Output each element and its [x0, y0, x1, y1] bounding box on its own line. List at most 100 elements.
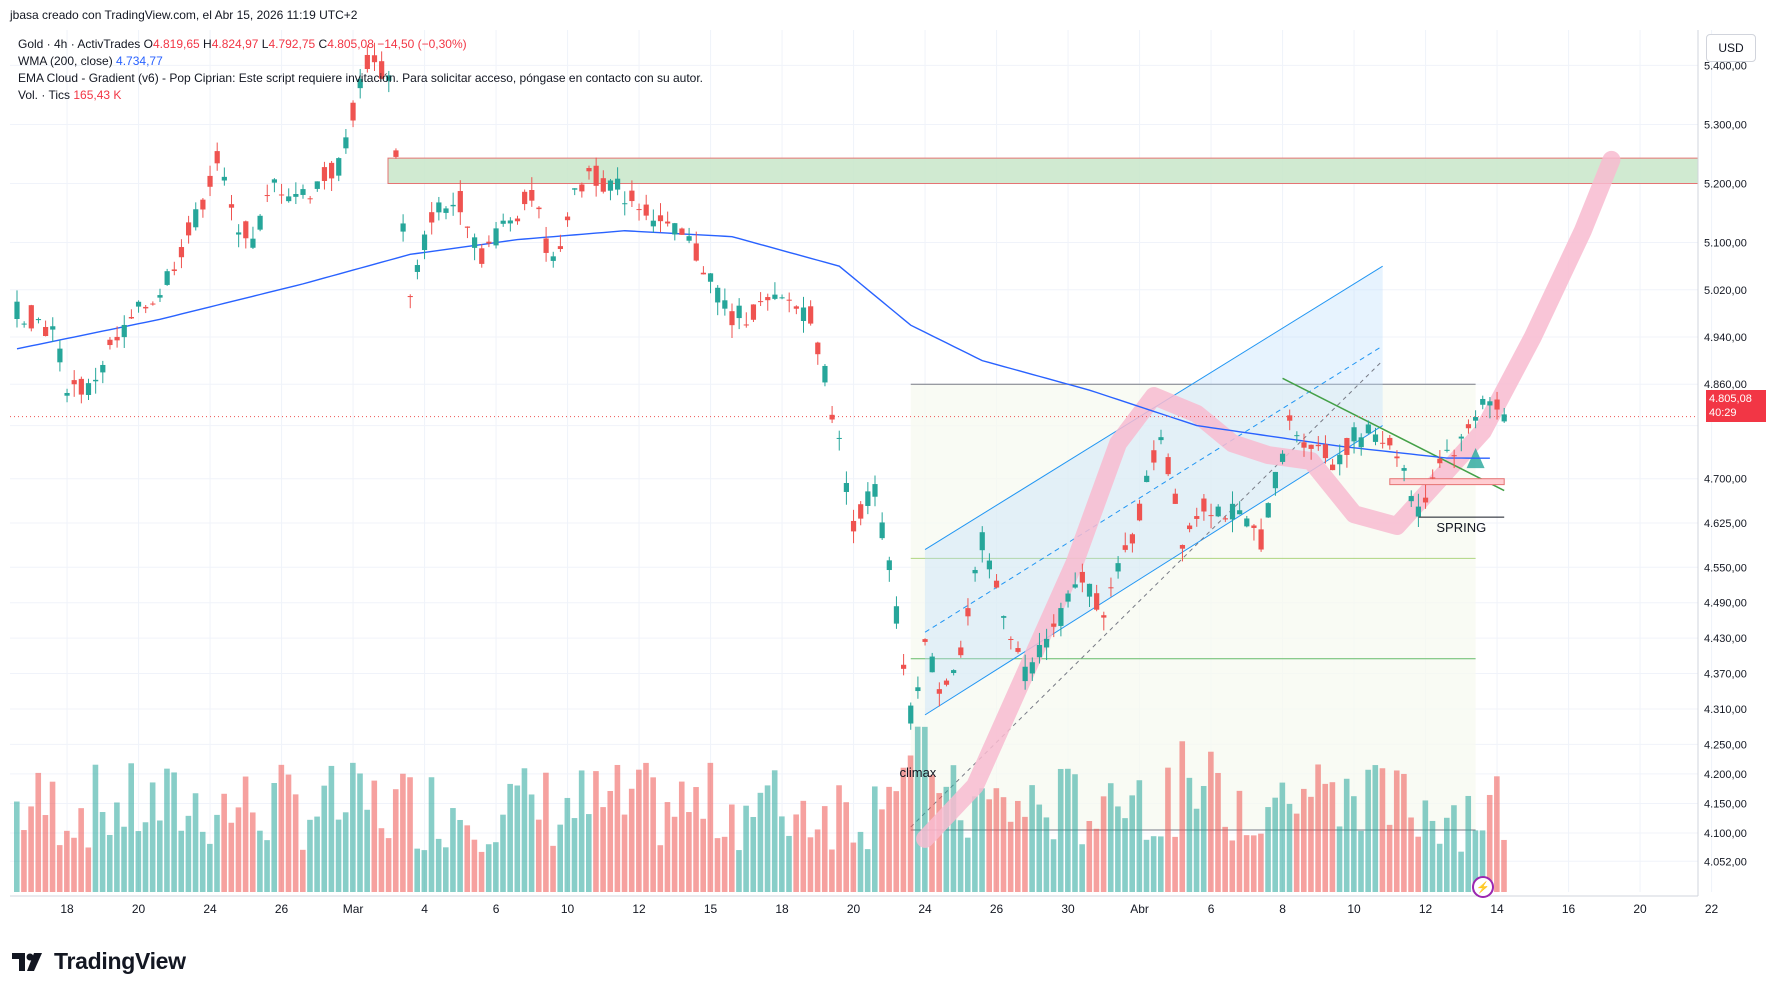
volume-bar — [464, 825, 471, 892]
candle-body — [1430, 477, 1436, 479]
volume-label: Vol. · Tics — [18, 88, 71, 102]
volume-bar — [1022, 816, 1028, 892]
candle-body — [1151, 450, 1157, 463]
volume-bar — [528, 794, 535, 892]
candle-body — [472, 237, 478, 248]
volume-bar — [1258, 833, 1264, 892]
volume-bar — [292, 794, 299, 892]
candle-body — [1365, 424, 1371, 434]
time-tick-label: 6 — [493, 902, 500, 916]
candle-body — [164, 271, 170, 285]
volume-bar — [700, 818, 706, 892]
volume-bar — [1229, 840, 1236, 892]
candle-body — [407, 296, 413, 298]
volume-bar — [106, 834, 113, 892]
time-tick-label: 10 — [561, 902, 575, 916]
volume-bar — [185, 815, 192, 892]
candle-body — [357, 78, 363, 89]
chart-axes: 5.400,00 5.300,00 5.200,00 5.100,00 5.020,00… — [10, 30, 1747, 916]
volume-bar — [371, 780, 378, 892]
volume-bar — [686, 812, 692, 892]
candle-body — [1437, 458, 1443, 464]
volume-bar — [922, 726, 928, 892]
candle-body — [379, 61, 385, 79]
candle-body — [893, 606, 900, 624]
volume-bar — [1479, 830, 1486, 892]
candle-body — [579, 184, 585, 192]
candle-body — [1444, 449, 1450, 451]
price-tick-label: 5.300,00 — [1704, 119, 1747, 131]
volume-bar — [435, 838, 442, 892]
time-tick-label: 26 — [275, 902, 289, 916]
candle-body — [1194, 516, 1200, 519]
legend-symbol-row[interactable]: Gold · 4h · ActivTrades O4.819,65 H4.824… — [18, 36, 703, 53]
candle-body — [135, 301, 142, 307]
candle-body — [1380, 442, 1386, 444]
volume-bar — [843, 802, 849, 892]
candle-body — [1322, 444, 1329, 459]
candle-body — [1029, 662, 1035, 674]
legend-volume-row[interactable]: Vol. · Tics 165,43 K — [18, 87, 703, 104]
volume-bar — [1351, 796, 1357, 892]
candle-body — [429, 212, 435, 223]
volume-bar — [821, 806, 828, 892]
candle-body — [1294, 435, 1300, 437]
volume-bar — [1172, 836, 1178, 892]
candle-body — [1415, 506, 1421, 517]
volume-bar — [1494, 776, 1500, 892]
price-tick-label: 5.020,00 — [1704, 285, 1747, 297]
volume-bar — [1100, 796, 1107, 892]
legend-wma-row[interactable]: WMA (200, close) 4.734,77 — [18, 53, 703, 70]
volume-bar — [1079, 844, 1085, 892]
candle-body — [200, 199, 206, 210]
candle-body — [1315, 444, 1321, 447]
volume-bar — [1129, 795, 1135, 892]
time-tick-label: 10 — [1347, 902, 1361, 916]
volume-bar — [1401, 773, 1407, 892]
price-tick-label: 5.100,00 — [1704, 238, 1747, 250]
time-tick-label: 24 — [203, 902, 217, 916]
candle-body — [107, 339, 113, 346]
candle-body — [178, 247, 185, 258]
candle-body — [715, 287, 721, 303]
candle-body — [1129, 534, 1135, 544]
volume-bar — [414, 848, 420, 892]
current-price-value: 4.805,08 — [1709, 393, 1752, 405]
candle-body — [436, 202, 442, 213]
candle-body — [1036, 644, 1043, 658]
legend-ema-cloud-row[interactable]: EMA Cloud - Gradient (v6) - Pop Ciprian:… — [18, 70, 703, 87]
candle-body — [850, 520, 857, 532]
candle-body — [1372, 434, 1379, 442]
candle-body — [929, 656, 935, 673]
volume-bar — [1408, 817, 1414, 892]
candle-body — [665, 221, 671, 224]
currency-button[interactable]: USD — [1706, 34, 1756, 62]
volume-bar — [421, 850, 428, 892]
volume-bar — [350, 762, 356, 892]
candle-body — [843, 483, 849, 492]
time-tick-label: 12 — [632, 902, 646, 916]
alert-bolt-icon[interactable]: ⚡ — [1472, 876, 1494, 898]
volume-bar — [85, 847, 92, 892]
candle-body — [500, 220, 506, 224]
price-tick-label: 4.100,00 — [1704, 828, 1747, 840]
candle-body — [1494, 399, 1500, 410]
volume-bar — [578, 770, 585, 892]
candle-body — [793, 306, 799, 309]
time-tick-label: 18 — [775, 902, 789, 916]
time-tick-label: 24 — [918, 902, 932, 916]
high-label: H — [203, 37, 212, 51]
volume-bar — [764, 785, 771, 892]
volume-bar — [750, 816, 757, 892]
volume-bars — [14, 726, 1507, 892]
volume-bar — [1436, 843, 1443, 892]
volume-bar — [993, 788, 1000, 892]
candle-body — [593, 165, 599, 186]
candle-body — [908, 705, 914, 724]
volume-bar — [1150, 836, 1157, 892]
symbol-name[interactable]: Gold · 4h · ActivTrades — [18, 37, 141, 51]
candle-body — [586, 168, 592, 172]
candle-body — [71, 380, 77, 385]
volume-bar — [392, 789, 399, 892]
